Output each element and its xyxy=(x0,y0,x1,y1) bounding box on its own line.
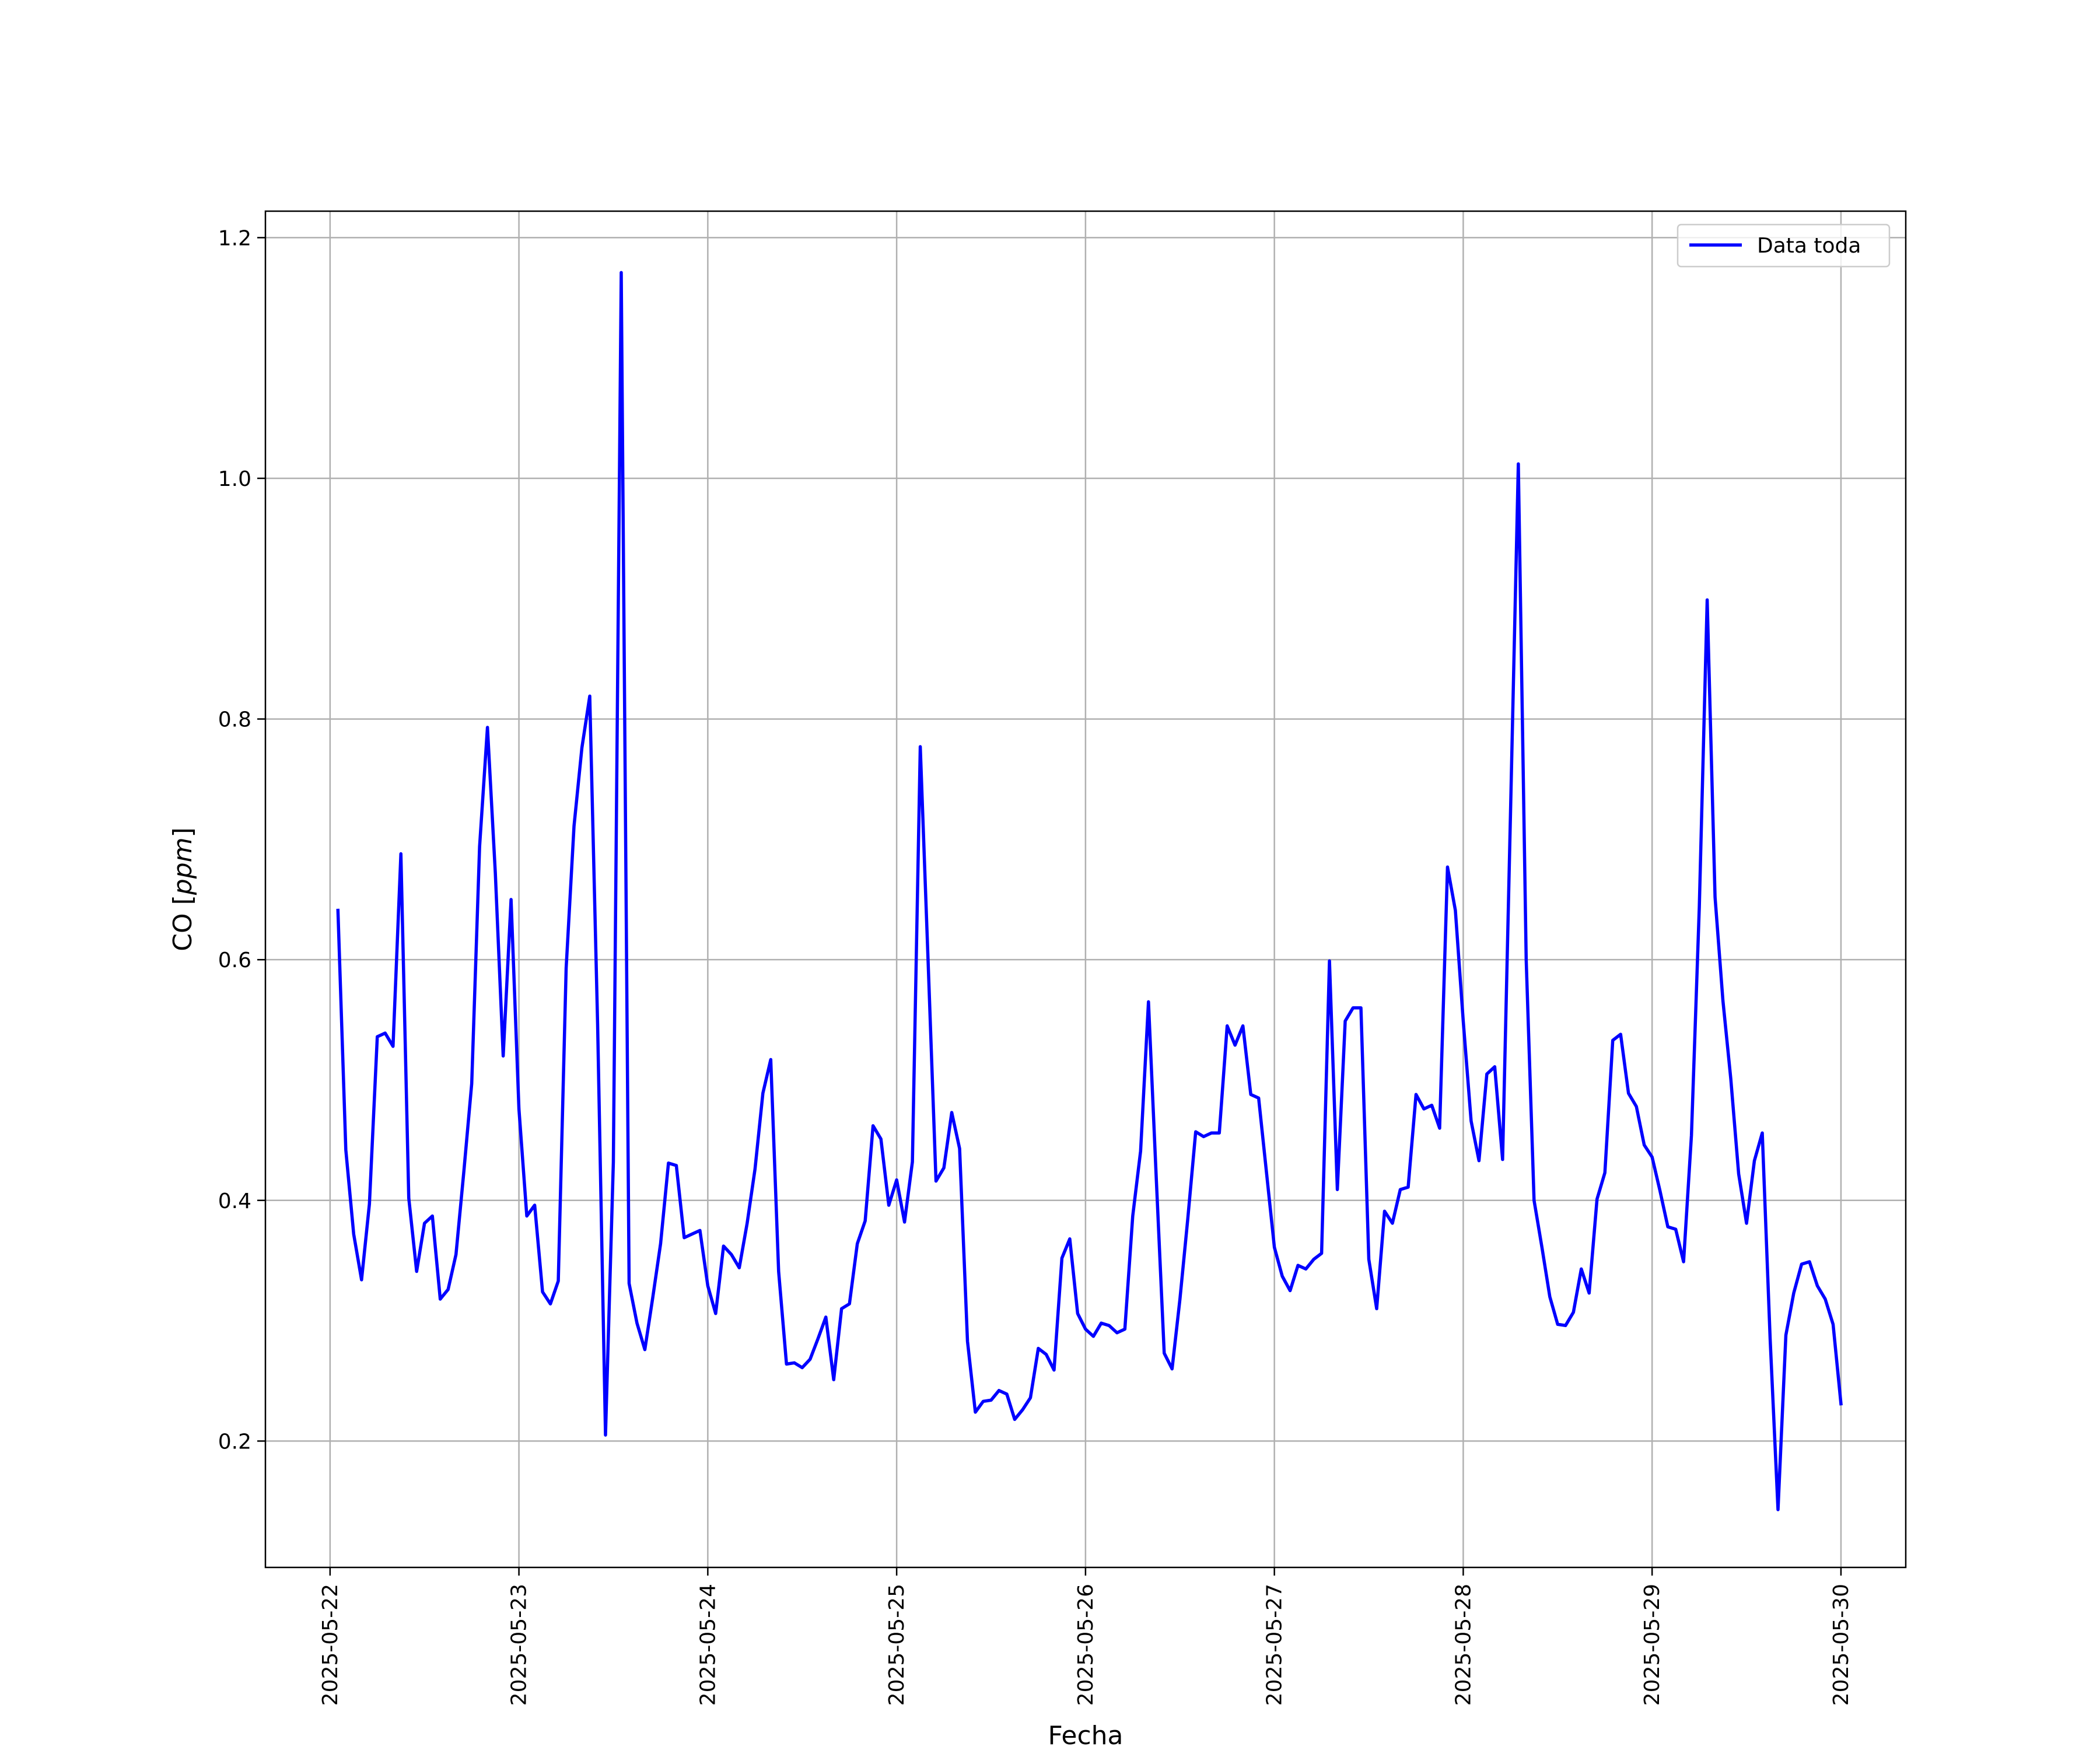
series-line-data-toda xyxy=(336,271,1843,1511)
y-tick-label: 1.2 xyxy=(218,226,251,250)
x-tick-label: 2025-05-22 xyxy=(318,1584,342,1706)
x-tick-label: 2025-05-27 xyxy=(1263,1584,1287,1706)
legend-box xyxy=(1676,223,1891,268)
x-tick-label: 2025-05-30 xyxy=(1829,1584,1853,1706)
x-tick-label: 2025-05-26 xyxy=(1074,1584,1098,1706)
axis-ticks: 2025-05-22 2025-05-23 2025-05-24 2025-05-25… xyxy=(218,226,1853,1706)
x-tick-label: 2025-05-25 xyxy=(885,1584,909,1706)
y-axis-label: CO [ppm] xyxy=(168,827,198,951)
legend: Data toda xyxy=(1676,223,1891,268)
y-tick-label: 0.2 xyxy=(218,1430,251,1454)
y-tick-label: 1.0 xyxy=(218,467,251,491)
y-axis-label-prefix: CO xyxy=(168,905,198,951)
x-tick-label: 2025-05-29 xyxy=(1640,1584,1664,1706)
x-tick-label: 2025-05-23 xyxy=(508,1584,531,1706)
y-axis-label-unit-open: [ xyxy=(168,895,198,905)
y-axis-label-unit: ppm xyxy=(168,837,198,895)
x-tick-label: 2025-05-28 xyxy=(1451,1584,1475,1706)
y-axis-label-unit-close: ] xyxy=(168,827,198,837)
legend-label: Data toda xyxy=(1757,234,1861,258)
x-axis-label: Fecha xyxy=(1048,1721,1123,1750)
series-lines xyxy=(336,271,1843,1511)
y-tick-label: 0.6 xyxy=(218,949,251,972)
y-tick-label: 0.8 xyxy=(218,708,251,732)
gridlines xyxy=(265,211,1906,1567)
x-tick-label: 2025-05-24 xyxy=(696,1584,720,1706)
y-tick-label: 0.4 xyxy=(218,1189,251,1213)
